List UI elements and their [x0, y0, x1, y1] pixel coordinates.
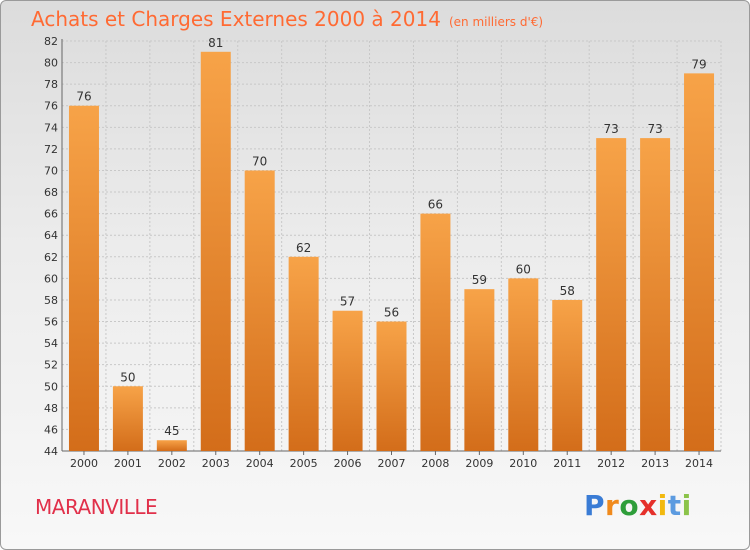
value-label: 73: [647, 122, 662, 136]
x-tick-label: 2012: [597, 457, 625, 470]
bar: [332, 310, 363, 451]
x-tick-label: 2014: [685, 457, 713, 470]
value-label: 60: [516, 262, 531, 276]
y-tick-label: 50: [44, 380, 58, 393]
y-tick-label: 74: [44, 121, 58, 134]
bar: [112, 386, 143, 451]
logo-letter: o: [619, 489, 640, 522]
logo-letter: t: [667, 489, 682, 522]
value-label: 56: [384, 306, 399, 320]
y-tick-label: 70: [44, 164, 58, 177]
x-tick-label: 2004: [246, 457, 274, 470]
value-label: 59: [472, 273, 487, 287]
bar: [420, 213, 451, 451]
chart-title-text: Achats et Charges Externes 2000 à 2014: [31, 7, 441, 31]
x-tick-label: 2010: [509, 457, 537, 470]
value-label: 73: [604, 122, 619, 136]
y-tick-label: 46: [44, 423, 58, 436]
value-label: 62: [296, 241, 311, 255]
bar: [200, 51, 231, 451]
x-tick-label: 2007: [378, 457, 406, 470]
x-tick-label: 2000: [70, 457, 98, 470]
logo-letter: i: [681, 489, 692, 522]
chart-title: Achats et Charges Externes 2000 à 2014 (e…: [31, 7, 543, 31]
proxiti-logo[interactable]: Proxiti: [584, 489, 692, 522]
y-tick-label: 58: [44, 294, 58, 307]
y-tick-label: 80: [44, 57, 58, 70]
value-label: 66: [428, 198, 443, 212]
y-tick-label: 66: [44, 208, 58, 221]
bar: [684, 73, 715, 452]
commune-name: MARANVILLE: [35, 495, 158, 519]
y-tick-label: 78: [44, 78, 58, 91]
x-tick-label: 2006: [334, 457, 362, 470]
y-tick-label: 56: [44, 316, 58, 329]
value-label: 50: [120, 370, 135, 384]
y-tick-label: 72: [44, 143, 58, 156]
chart-subtitle: (en milliers d'€): [448, 15, 544, 29]
y-tick-labels: 44 46 48 50 52 54 56 58 60 62 64 66 68 70 72 74 76 78 80 82: [44, 35, 58, 458]
value-label: 58: [560, 284, 575, 298]
y-tick-label: 54: [44, 337, 58, 350]
y-tick-label: 60: [44, 272, 58, 285]
value-label: 81: [208, 36, 223, 50]
x-tick-label: 2013: [641, 457, 669, 470]
x-tick-label: 2008: [421, 457, 449, 470]
bar: [552, 299, 583, 451]
bar: [288, 256, 319, 451]
value-label: 76: [76, 90, 91, 104]
y-tick-label: 68: [44, 186, 58, 199]
x-tick-label: 2011: [553, 457, 581, 470]
bar: [376, 321, 407, 451]
x-tick-label: 2005: [290, 457, 318, 470]
value-label: 79: [691, 57, 706, 71]
y-tick-label: 64: [44, 229, 58, 242]
x-tick-labels: 2000 2001 2002 2003 2004 2005 2006 2007 2008 2009…: [70, 457, 713, 470]
bar: [244, 170, 275, 451]
y-tick-label: 82: [44, 35, 58, 48]
logo-letter: i: [657, 489, 668, 522]
bar: [156, 440, 187, 451]
y-tick-label: 48: [44, 402, 58, 415]
x-tick-label: 2009: [465, 457, 493, 470]
logo-letter: r: [605, 489, 620, 522]
x-tick-label: 2002: [158, 457, 186, 470]
bar: [640, 138, 671, 451]
bar: [464, 289, 495, 451]
logo-letter: P: [584, 489, 606, 522]
value-label: 57: [340, 295, 355, 309]
bar: [68, 105, 99, 451]
value-labels: 76 50 45 81 70 62 57 56 66 59 60 58 73 73 79: [76, 36, 706, 438]
bar: [596, 138, 627, 451]
y-tick-label: 62: [44, 251, 58, 264]
value-label: 70: [252, 154, 267, 168]
value-label: 45: [164, 424, 179, 438]
bars: [68, 51, 715, 452]
x-tick-label: 2003: [202, 457, 230, 470]
x-tick-label: 2001: [114, 457, 142, 470]
logo-letter: x: [639, 489, 658, 522]
y-tick-label: 44: [44, 445, 58, 458]
y-tick-label: 52: [44, 359, 58, 372]
y-tick-label: 76: [44, 100, 58, 113]
bar: [508, 278, 539, 451]
